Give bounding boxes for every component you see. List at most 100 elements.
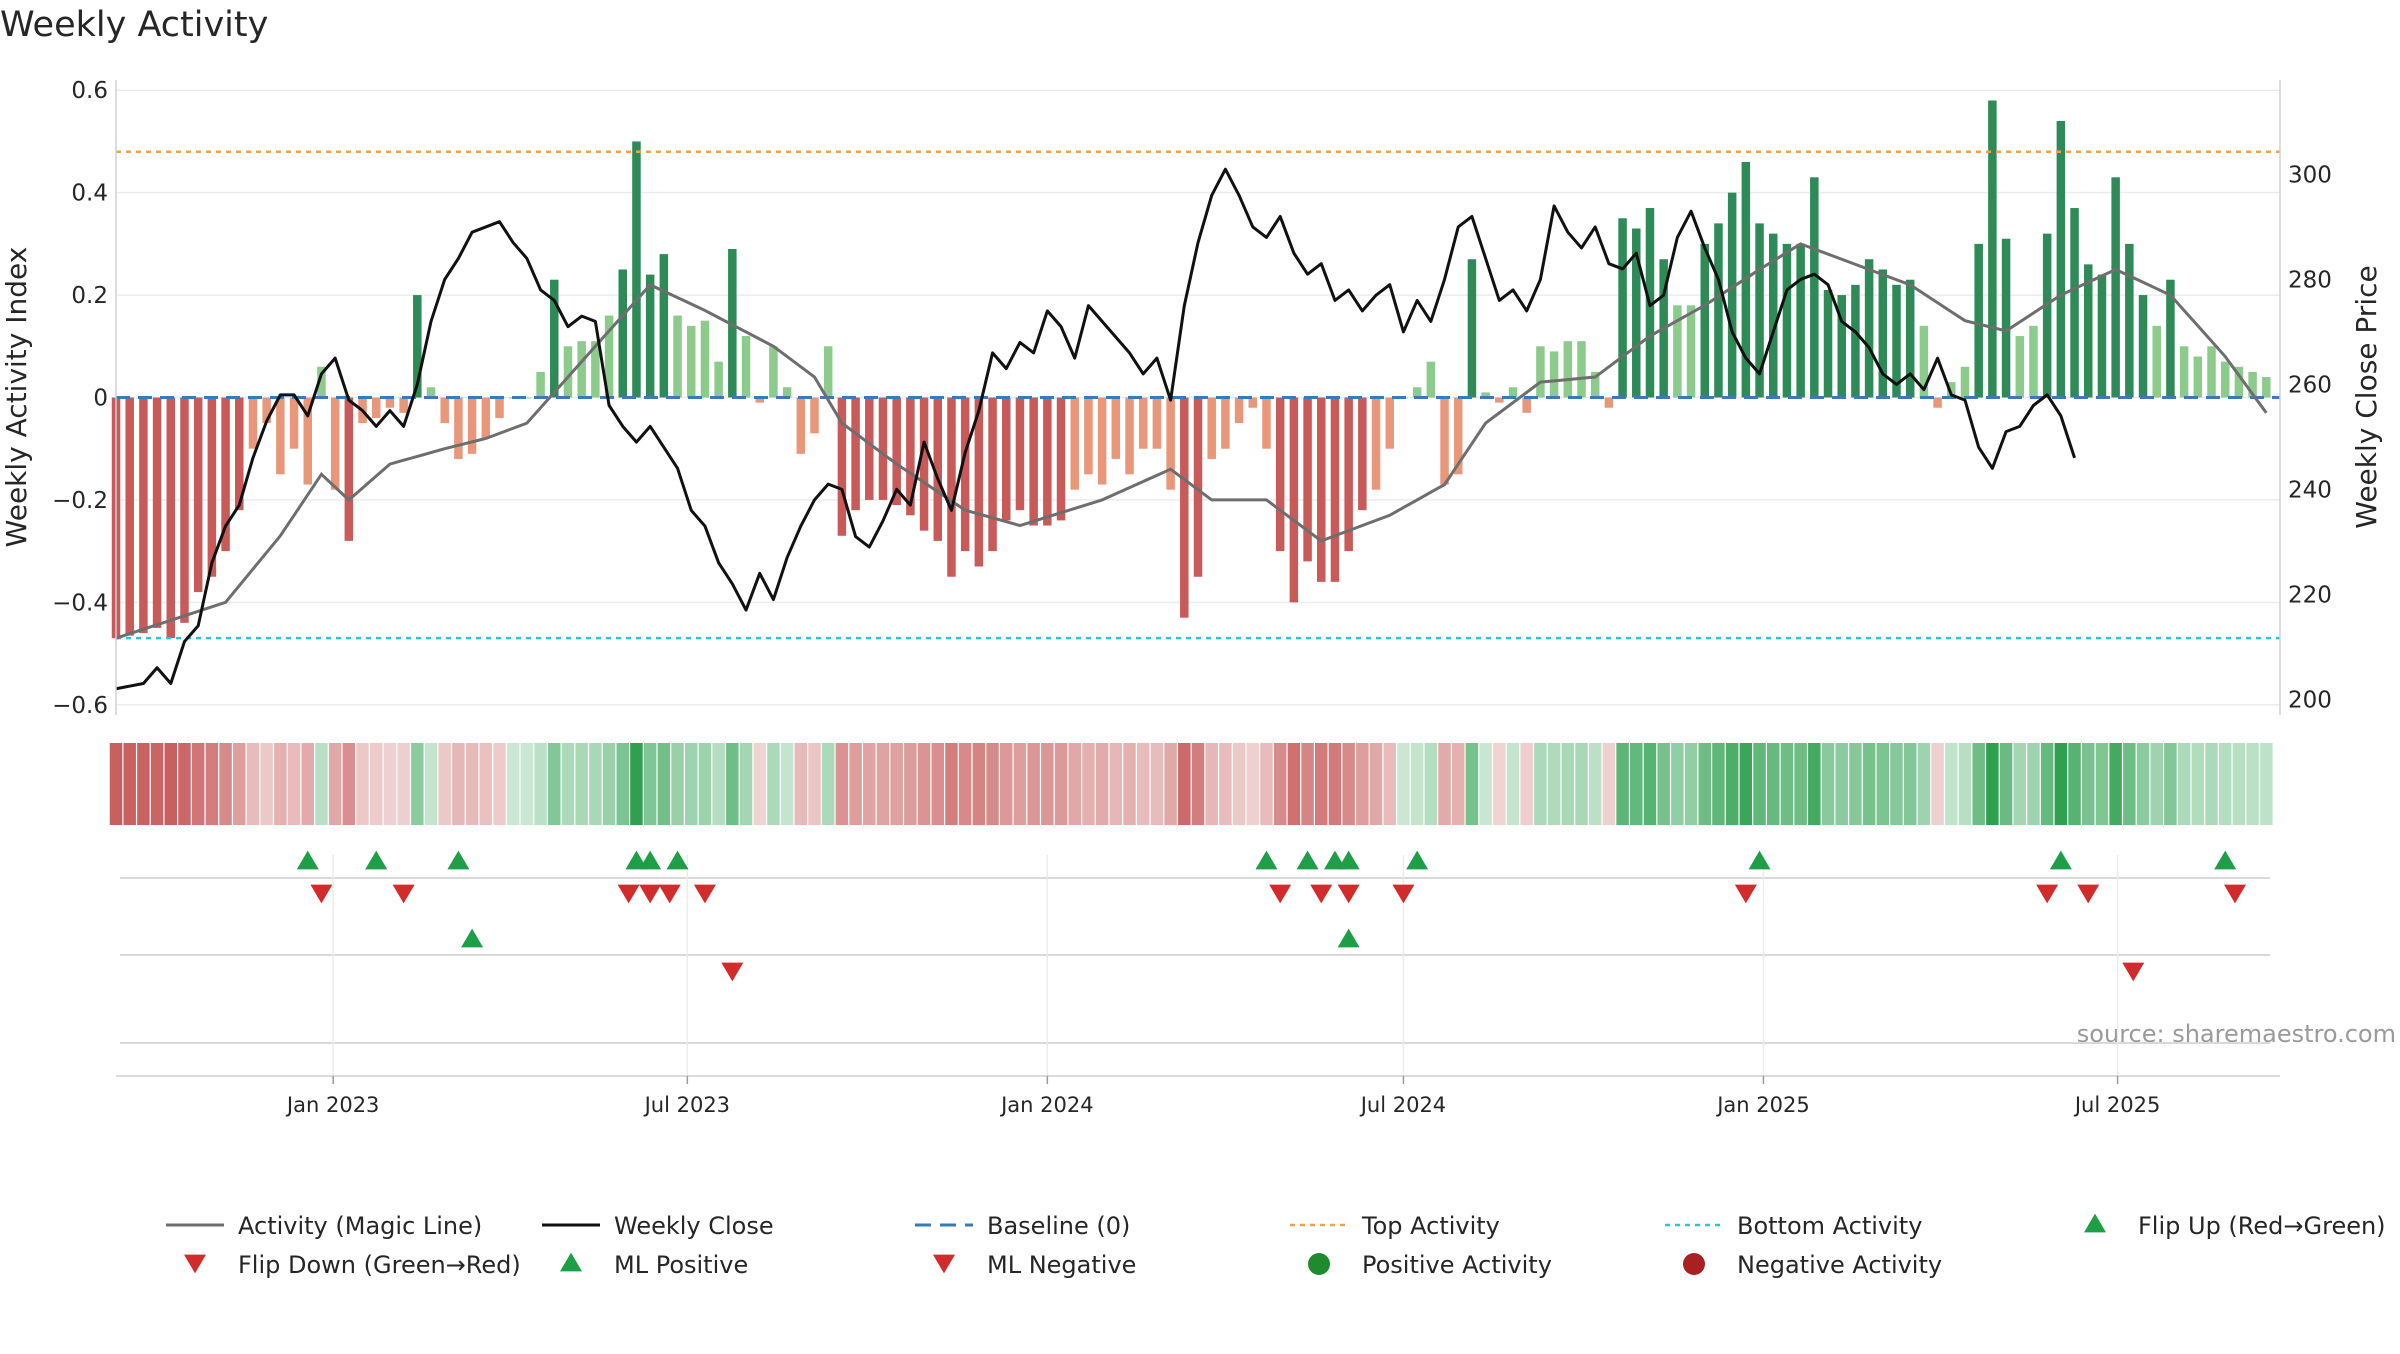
- activity-bar: [248, 397, 258, 449]
- heat-cell: [2013, 743, 2027, 825]
- heat-cell: [233, 743, 246, 825]
- heat-cell: [1000, 743, 1013, 825]
- activity-bar: [1097, 397, 1107, 485]
- activity-bar: [1974, 243, 1983, 398]
- activity-bar: [1796, 243, 1805, 398]
- heat-cell: [2082, 743, 2095, 825]
- heat-cell: [548, 743, 561, 825]
- heat-cell: [904, 743, 917, 825]
- heat-cell: [2040, 743, 2054, 825]
- heat-cell: [397, 743, 410, 825]
- legend-swatch-dot: [1308, 1253, 1330, 1275]
- heat-cell: [1150, 743, 1164, 825]
- heat-cell: [1219, 743, 1232, 825]
- activity-bar: [714, 361, 723, 398]
- y-axis-label-right: Weekly Close Price: [2350, 265, 2383, 528]
- activity-bar: [1330, 397, 1340, 582]
- heat-cell: [1342, 743, 1355, 825]
- heat-cell: [1164, 743, 1177, 825]
- y-tick-right: 220: [2288, 582, 2332, 608]
- heat-cell: [835, 743, 849, 825]
- flip-down-marker: [1337, 884, 1360, 904]
- activity-bar: [1577, 341, 1586, 398]
- heat-cell: [1739, 743, 1753, 825]
- activity-bar: [591, 341, 600, 398]
- activity-bar: [1111, 397, 1121, 459]
- activity-bar: [686, 325, 696, 398]
- heat-cell: [1465, 743, 1479, 825]
- activity-bar: [1905, 279, 1915, 398]
- activity-bar: [1481, 392, 1490, 398]
- heat-cell: [506, 743, 520, 825]
- heat-cell: [2095, 743, 2109, 825]
- activity-bar: [1495, 397, 1504, 403]
- activity-bar: [1138, 397, 1148, 449]
- activity-bar: [2042, 233, 2052, 398]
- heat-cell: [753, 743, 766, 825]
- activity-bar: [1508, 387, 1518, 398]
- y-tick-left: −0.6: [52, 693, 108, 719]
- activity-bar: [317, 366, 326, 398]
- activity-bar: [865, 397, 874, 500]
- heat-cell: [1958, 743, 1972, 825]
- flip-up-marker: [447, 850, 470, 870]
- activity-bar: [2262, 377, 2271, 398]
- activity-bar: [550, 279, 559, 398]
- heat-cell: [1630, 743, 1643, 825]
- heat-cell: [1520, 743, 1533, 825]
- activity-bar: [1563, 341, 1573, 398]
- legend-swatch-dot: [1683, 1253, 1705, 1275]
- heat-cell: [958, 743, 972, 825]
- date-tick-label: Jan 2023: [285, 1093, 380, 1117]
- legend-label: ML Negative: [987, 1251, 1136, 1279]
- activity-bar: [1371, 397, 1381, 490]
- activity-bar: [1303, 397, 1312, 562]
- heat-cell: [945, 743, 958, 825]
- activity-bar: [604, 315, 614, 398]
- activity-bar: [2152, 325, 2161, 398]
- activity-bar: [2193, 356, 2203, 398]
- activity-bar: [440, 397, 449, 424]
- y-tick-left: −0.2: [52, 488, 108, 514]
- activity-bar: [1673, 305, 1682, 398]
- activity-bar: [2179, 346, 2189, 398]
- activity-bar: [344, 397, 354, 541]
- activity-bar: [933, 397, 943, 541]
- chart-title: Weekly Activity: [0, 5, 268, 45]
- flip-down-marker: [2036, 884, 2059, 904]
- heat-cell: [739, 743, 753, 825]
- flip-down-marker: [658, 884, 681, 904]
- activity-bar: [2097, 274, 2107, 398]
- activity-bar: [659, 254, 669, 398]
- activity-bar: [1810, 177, 1819, 398]
- flip-up-marker: [1337, 850, 1360, 870]
- activity-bars: [111, 100, 2271, 639]
- activity-bar: [1823, 289, 1833, 398]
- activity-bar: [1262, 397, 1271, 449]
- heat-cell: [1205, 743, 1218, 825]
- flip-down-marker: [1310, 884, 1333, 904]
- heat-cell: [1986, 743, 1999, 825]
- activity-bar: [1536, 346, 1545, 398]
- activity-heat-strip: [109, 743, 2273, 825]
- activity-bar: [1440, 397, 1449, 485]
- heat-cell: [219, 743, 232, 825]
- heat-cell: [424, 743, 438, 825]
- activity-bar: [495, 397, 504, 418]
- activity-bar: [947, 397, 956, 577]
- legend-label: Positive Activity: [1362, 1251, 1552, 1279]
- activity-bar: [166, 397, 176, 639]
- activity-bar: [974, 397, 984, 567]
- heat-cell: [575, 743, 588, 825]
- activity-bar: [988, 397, 997, 552]
- flip-down-marker: [310, 884, 333, 904]
- heat-cell: [1191, 743, 1205, 825]
- heat-cell: [1588, 743, 1602, 825]
- heat-cell: [2054, 743, 2068, 825]
- heat-cell: [1109, 743, 1123, 825]
- heat-cell: [1780, 743, 1794, 825]
- heat-cell: [369, 743, 383, 825]
- heat-cell: [890, 743, 903, 825]
- magic-line: [115, 242, 2268, 640]
- heat-cell: [1766, 743, 1780, 825]
